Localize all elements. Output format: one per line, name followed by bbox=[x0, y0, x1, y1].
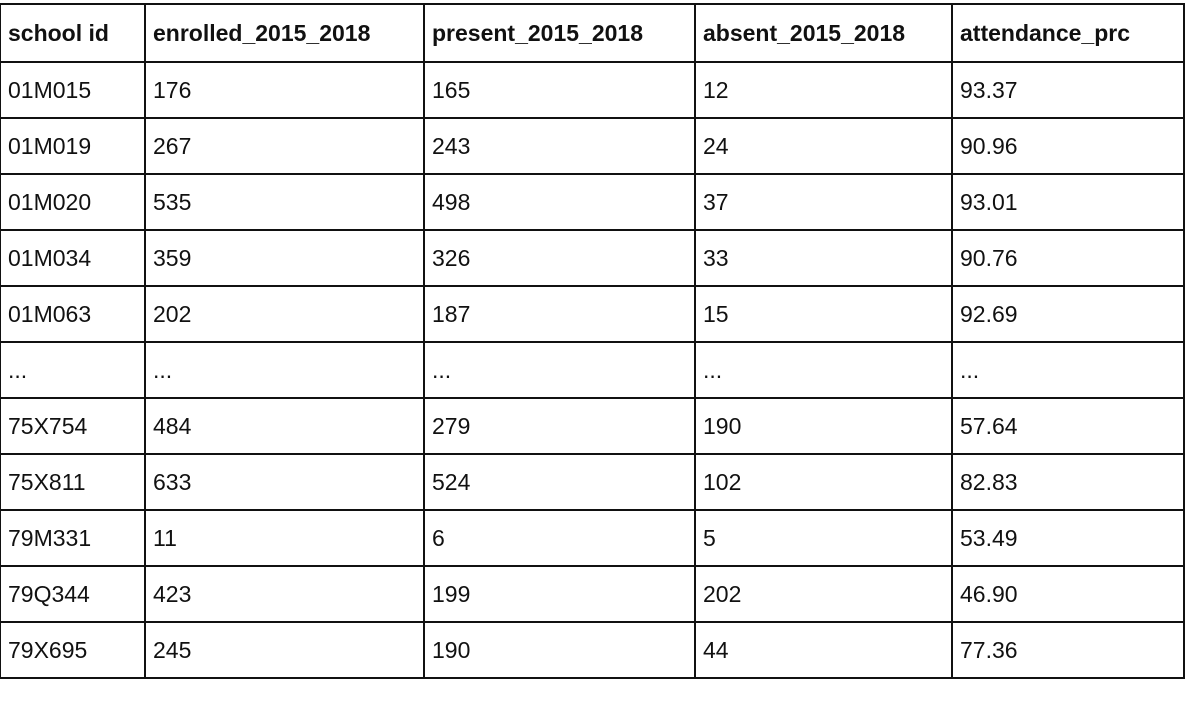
cell-school-id: ... bbox=[0, 341, 146, 399]
cell-present: 326 bbox=[423, 229, 696, 287]
table-row: ............... bbox=[0, 341, 1185, 399]
cell-attendance-prc: 53.49 bbox=[951, 509, 1185, 567]
cell-absent: 44 bbox=[694, 621, 953, 679]
cell-present: 279 bbox=[423, 397, 696, 455]
table-row: 01M019 267 243 24 90.96 bbox=[0, 117, 1185, 175]
cell-enrolled: 11 bbox=[144, 509, 425, 567]
table-row: 75X811 633 524 102 82.83 bbox=[0, 453, 1185, 511]
cell-absent: 37 bbox=[694, 173, 953, 231]
cell-present: 498 bbox=[423, 173, 696, 231]
cell-attendance-prc: 46.90 bbox=[951, 565, 1185, 623]
cell-attendance-prc: 57.64 bbox=[951, 397, 1185, 455]
cell-enrolled: 484 bbox=[144, 397, 425, 455]
cell-absent: 202 bbox=[694, 565, 953, 623]
cell-enrolled: 359 bbox=[144, 229, 425, 287]
header-row: school id enrolled_2015_2018 present_201… bbox=[0, 3, 1185, 63]
cell-school-id: 01M015 bbox=[0, 61, 146, 119]
cell-enrolled: 202 bbox=[144, 285, 425, 343]
table-row: 79Q344 423 199 202 46.90 bbox=[0, 565, 1185, 623]
column-header-attendance-prc: attendance_prc bbox=[951, 3, 1185, 63]
cell-attendance-prc: 92.69 bbox=[951, 285, 1185, 343]
cell-attendance-prc: 77.36 bbox=[951, 621, 1185, 679]
table-row: 01M063 202 187 15 92.69 bbox=[0, 285, 1185, 343]
cell-attendance-prc: 93.37 bbox=[951, 61, 1185, 119]
cell-present: 243 bbox=[423, 117, 696, 175]
column-header-absent: absent_2015_2018 bbox=[694, 3, 953, 63]
cell-school-id: 75X754 bbox=[0, 397, 146, 455]
cell-enrolled: 176 bbox=[144, 61, 425, 119]
cell-attendance-prc: 90.96 bbox=[951, 117, 1185, 175]
cell-enrolled: ... bbox=[144, 341, 425, 399]
cell-absent: 102 bbox=[694, 453, 953, 511]
table-body: 01M015 176 165 12 93.37 01M019 267 243 24 90.96 01… bbox=[0, 61, 1185, 679]
column-header-school-id: school id bbox=[0, 3, 146, 63]
cell-absent: 5 bbox=[694, 509, 953, 567]
cell-absent: 24 bbox=[694, 117, 953, 175]
table-row: 79M331 11 6 5 53.49 bbox=[0, 509, 1185, 567]
cell-school-id: 79M331 bbox=[0, 509, 146, 567]
cell-enrolled: 267 bbox=[144, 117, 425, 175]
cell-school-id: 01M020 bbox=[0, 173, 146, 231]
cell-school-id: 79X695 bbox=[0, 621, 146, 679]
cell-school-id: 01M063 bbox=[0, 285, 146, 343]
column-header-present: present_2015_2018 bbox=[423, 3, 696, 63]
cell-absent: 12 bbox=[694, 61, 953, 119]
cell-present: 187 bbox=[423, 285, 696, 343]
cell-enrolled: 633 bbox=[144, 453, 425, 511]
table-row: 01M015 176 165 12 93.37 bbox=[0, 61, 1185, 119]
cell-present: 6 bbox=[423, 509, 696, 567]
cell-present: 190 bbox=[423, 621, 696, 679]
cell-school-id: 01M034 bbox=[0, 229, 146, 287]
cell-school-id: 01M019 bbox=[0, 117, 146, 175]
column-header-enrolled: enrolled_2015_2018 bbox=[144, 3, 425, 63]
table-row: 75X754 484 279 190 57.64 bbox=[0, 397, 1185, 455]
attendance-table: school id enrolled_2015_2018 present_201… bbox=[0, 3, 1185, 679]
cell-enrolled: 245 bbox=[144, 621, 425, 679]
cell-enrolled: 535 bbox=[144, 173, 425, 231]
cell-attendance-prc: ... bbox=[951, 341, 1185, 399]
cell-attendance-prc: 90.76 bbox=[951, 229, 1185, 287]
cell-present: 524 bbox=[423, 453, 696, 511]
cell-attendance-prc: 82.83 bbox=[951, 453, 1185, 511]
cell-school-id: 75X811 bbox=[0, 453, 146, 511]
cell-present: ... bbox=[423, 341, 696, 399]
cell-present: 165 bbox=[423, 61, 696, 119]
table-header: school id enrolled_2015_2018 present_201… bbox=[0, 3, 1185, 63]
cell-absent: ... bbox=[694, 341, 953, 399]
table-row: 01M020 535 498 37 93.01 bbox=[0, 173, 1185, 231]
table-row: 01M034 359 326 33 90.76 bbox=[0, 229, 1185, 287]
cell-enrolled: 423 bbox=[144, 565, 425, 623]
cell-school-id: 79Q344 bbox=[0, 565, 146, 623]
cell-absent: 15 bbox=[694, 285, 953, 343]
cell-absent: 33 bbox=[694, 229, 953, 287]
cell-attendance-prc: 93.01 bbox=[951, 173, 1185, 231]
cell-present: 199 bbox=[423, 565, 696, 623]
table-row: 79X695 245 190 44 77.36 bbox=[0, 621, 1185, 679]
cell-absent: 190 bbox=[694, 397, 953, 455]
